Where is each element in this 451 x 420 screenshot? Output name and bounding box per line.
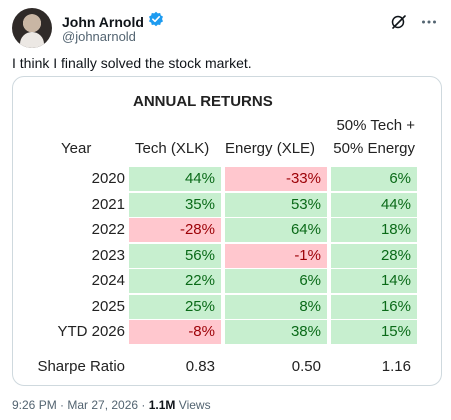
header-year: Year [61,140,92,157]
cell-mix: 28% [331,243,417,268]
tweet-text: I think I finally solved the stock marke… [12,55,252,71]
header-mix-line1: 50% Tech + [336,117,415,134]
sharpe-energy: 0.50 [291,358,321,375]
cell-energy: -33% [225,167,327,191]
cell-mix: 18% [331,218,417,242]
tweet-actions-top [389,12,439,32]
grok-icon[interactable] [389,12,409,32]
cell-mix: 14% [331,269,417,293]
cell-tech: 56% [129,243,221,268]
display-name[interactable]: John Arnold [62,13,144,30]
table-title: ANNUAL RETURNS [133,93,273,110]
tweet-meta: 9:26 PM · Mar 27, 2026 · 1.1M Views [12,398,211,412]
views-count: 1.1M [148,398,176,412]
cell-energy: 8% [225,294,327,319]
returns-table: ANNUAL RETURNS Year Tech (XLK) Energy (X… [13,77,441,385]
cell-mix: 16% [331,294,417,319]
cell-mix: 6% [331,167,417,191]
timestamp[interactable]: 9:26 PM · Mar 27, 2026 · [12,398,146,412]
tweet-media-image[interactable]: ANNUAL RETURNS Year Tech (XLK) Energy (X… [12,76,442,386]
cell-mix: 44% [331,192,417,217]
cell-tech: 25% [129,294,221,319]
row-year: YTD 2026 [57,323,125,340]
sharpe-tech: 0.83 [185,358,215,375]
cell-tech: 44% [129,167,221,191]
cell-energy: -1% [225,243,327,268]
sharpe-label: Sharpe Ratio [37,358,125,375]
cell-tech: 22% [129,269,221,293]
views-label: Views [178,398,211,412]
sharpe-mix: 1.16 [381,358,411,375]
cell-energy: 6% [225,269,327,293]
cell-tech: -8% [129,320,221,344]
row-year: 2020 [91,170,125,187]
cell-energy: 53% [225,192,327,217]
cell-energy: 38% [225,320,327,344]
row-year: 2024 [91,272,125,289]
author-name-row: John Arnold [62,11,164,32]
row-year: 2025 [91,297,125,315]
row-year: 2023 [91,246,125,264]
header-tech: Tech (XLK) [135,140,210,157]
cell-mix: 15% [331,320,417,344]
header-energy: Energy (XLE) [225,140,316,157]
cell-tech: -28% [129,218,221,242]
cell-tech: 35% [129,192,221,217]
header-mix-line2: 50% Energy [333,140,415,157]
row-year: 2022 [91,221,125,238]
avatar[interactable] [12,8,52,48]
more-options-icon[interactable] [419,12,439,32]
verified-badge-icon [148,11,164,32]
user-handle[interactable]: @johnarnold [62,29,136,44]
cell-energy: 64% [225,218,327,242]
row-year: 2021 [91,195,125,213]
